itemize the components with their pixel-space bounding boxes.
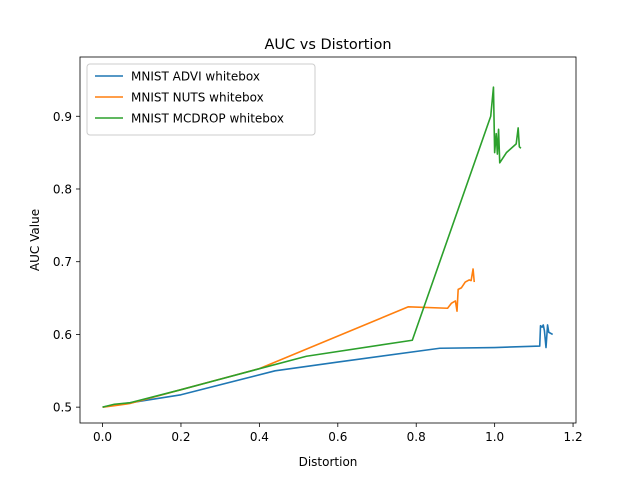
x-tick-label: 0.6: [328, 430, 347, 444]
legend-label-2: MNIST MCDROP whitebox: [131, 112, 284, 126]
series-line-2: [102, 86, 522, 408]
y-tick-label: 0.7: [53, 255, 72, 269]
y-axis-label: AUC Value: [28, 209, 42, 271]
series-line-0: [102, 324, 554, 408]
ticks-layer: 0.0 0.2 0.4 0.6 0.8 1.0 1.2 0.5 0.6 0.7 0.8 0.9: [53, 110, 583, 444]
x-tick-label: 1.2: [564, 430, 583, 444]
series-layer: [102, 86, 554, 408]
legend-label-1: MNIST NUTS whitebox: [131, 91, 264, 105]
x-axis-label: Distortion: [299, 455, 358, 469]
x-tick-label: 0.0: [93, 430, 112, 444]
legend-label-0: MNIST ADVI whitebox: [131, 70, 260, 84]
x-tick-label: 0.8: [407, 430, 426, 444]
plot-frame: [79, 56, 577, 424]
x-tick-label: 0.2: [171, 430, 190, 444]
chart-title: AUC vs Distortion: [264, 37, 391, 53]
legend: MNIST ADVI whitebox MNIST NUTS whitebox MN…: [86, 63, 316, 136]
y-tick-label: 0.9: [53, 110, 72, 124]
x-tick-label: 0.4: [250, 430, 269, 444]
y-tick-label: 0.8: [53, 182, 72, 196]
legend-box: [86, 63, 316, 136]
x-tick-label: 1.0: [485, 430, 504, 444]
y-tick-label: 0.5: [53, 401, 72, 415]
y-tick-label: 0.6: [53, 328, 72, 342]
